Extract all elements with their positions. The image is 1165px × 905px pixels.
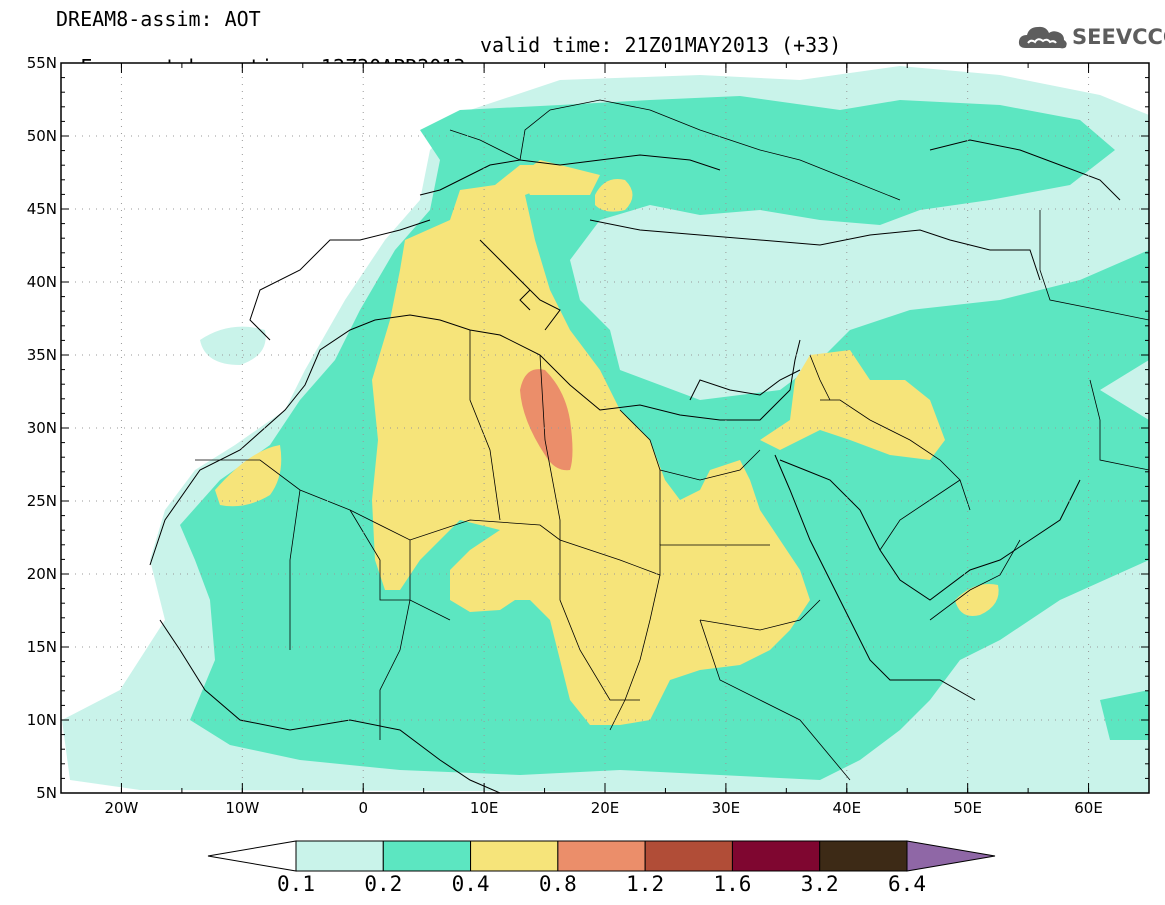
colorbar-min-triangle xyxy=(207,840,297,872)
lon-tick-label: 10E xyxy=(470,799,499,817)
aot-contour-0.1-spain xyxy=(200,326,266,365)
lat-tick-label: 30N xyxy=(27,419,57,437)
lon-tick-label: 10W xyxy=(225,799,259,817)
lat-tick-label: 35N xyxy=(27,346,57,364)
aot-contour-0.4-westsahara xyxy=(215,445,282,507)
aot-contour-0.8 xyxy=(520,369,573,471)
lon-tick-label: 50E xyxy=(953,799,982,817)
lon-tick-label: 40E xyxy=(832,799,861,817)
colorbar-box xyxy=(819,840,908,872)
logo-text: SEEVCCC xyxy=(1072,25,1165,49)
lon-tick-label: 60E xyxy=(1074,799,1103,817)
lon-tick-label: 20W xyxy=(104,799,138,817)
latitude-labels: 5N 10N 15N 20N 25N 30N 35N 40N 45N 50N 55N xyxy=(27,54,57,802)
lat-tick-label: 5N xyxy=(36,784,57,802)
lat-lon-grid xyxy=(61,63,1149,793)
aot-contour-0.4-yemen xyxy=(955,584,999,616)
lat-tick-label: 55N xyxy=(27,54,57,72)
aot-contour-0.4-balkan xyxy=(520,160,600,195)
aot-contour-0.2-blob xyxy=(1100,690,1149,740)
aot-contour-0.4-arabia xyxy=(760,350,945,460)
lat-tick-label: 10N xyxy=(27,711,57,729)
colorbar-box xyxy=(470,840,559,872)
colorbar-box xyxy=(731,840,821,872)
colorbar-box xyxy=(295,840,384,872)
colorbar-box xyxy=(644,840,733,872)
lat-tick-label: 15N xyxy=(27,638,57,656)
lon-tick-label: 30E xyxy=(712,799,741,817)
axis-ticks xyxy=(60,62,1150,794)
aot-contour-0.4-main xyxy=(372,165,810,725)
colorbar-boxes xyxy=(207,840,996,872)
colorbar-level-label: 0.4 xyxy=(452,872,490,896)
colorbar-level-label: 1.6 xyxy=(713,872,751,896)
aot-contour-0.4-hungary xyxy=(595,179,633,212)
country-borders xyxy=(195,99,1149,781)
lon-tick-label: 0 xyxy=(358,799,368,817)
colorbar-box xyxy=(557,840,646,872)
colorbar-level-label: 0.8 xyxy=(539,872,577,896)
colorbar-max-triangle xyxy=(906,840,996,872)
map-plot-area xyxy=(61,63,1149,793)
seevccc-logo: SEEVCCC xyxy=(1018,20,1165,54)
colorbar-level-label: 6.4 xyxy=(888,872,926,896)
colorbar-level-label: 1.2 xyxy=(626,872,664,896)
colorbar-level-label: 0.2 xyxy=(364,872,402,896)
colorbar-level-label: 3.2 xyxy=(801,872,839,896)
valid-time-text: valid time: 21Z01MAY2013 (+33) xyxy=(480,33,842,57)
colorbar-box xyxy=(382,840,472,872)
lat-tick-label: 20N xyxy=(27,565,57,583)
lat-tick-label: 45N xyxy=(27,200,57,218)
lat-tick-label: 25N xyxy=(27,492,57,510)
cloud-icon xyxy=(1018,26,1067,49)
lat-tick-label: 40N xyxy=(27,273,57,291)
colorbar-labels: 0.1 0.2 0.4 0.8 1.2 1.6 3.2 6.4 xyxy=(277,872,926,896)
map-title: DREAM8-assim: AOT xyxy=(56,7,261,31)
lon-tick-label: 20E xyxy=(591,799,620,817)
lat-tick-label: 50N xyxy=(27,127,57,145)
colorbar-level-label: 0.1 xyxy=(277,872,315,896)
longitude-labels: 20W 10W 0 10E 20E 30E 40E 50E 60E xyxy=(104,799,1102,817)
